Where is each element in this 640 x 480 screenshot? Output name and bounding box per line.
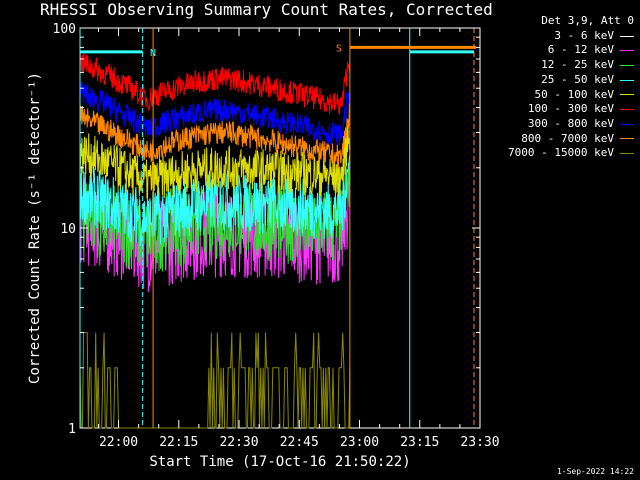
legend-swatch bbox=[620, 35, 634, 37]
legend-entry-3: 25 - 50 keV bbox=[484, 73, 634, 88]
series-line-3 bbox=[79, 155, 351, 247]
legend-swatch bbox=[620, 153, 634, 155]
legend-label: 25 - 50 keV bbox=[541, 72, 614, 86]
y-axis-title: Corrected Count Rate (s⁻¹ detector⁻¹) bbox=[27, 72, 43, 384]
legend-header: Det 3,9, Att 0 bbox=[541, 14, 634, 27]
y-tick-label: 1 bbox=[68, 422, 76, 437]
timestamp: 1-Sep-2022 14:22 bbox=[556, 467, 634, 476]
legend-label: 12 - 25 keV bbox=[541, 58, 614, 72]
legend-entry-4: 50 - 100 keV bbox=[484, 88, 634, 103]
series-line-7 bbox=[79, 103, 351, 169]
legend-swatch bbox=[620, 123, 634, 125]
legend-swatch bbox=[620, 79, 634, 81]
x-tick-label: 22:45 bbox=[280, 435, 319, 450]
legend-label: 100 - 300 keV bbox=[527, 102, 614, 116]
x-tick-label: 22:00 bbox=[99, 435, 138, 450]
chart-title: RHESSI Observing Summary Count Rates, Co… bbox=[40, 0, 493, 19]
legend-entry-8: 7000 - 15000 keV bbox=[484, 146, 634, 161]
x-axis-title: Start Time (17-Oct-16 21:50:22) bbox=[149, 454, 411, 470]
x-tick-label: 22:30 bbox=[219, 435, 258, 450]
annotation-S: S bbox=[336, 43, 342, 54]
legend-entry-2: 12 - 25 keV bbox=[484, 58, 634, 73]
legend-label: 3 - 6 keV bbox=[554, 28, 614, 42]
x-tick-label: 23:30 bbox=[460, 435, 499, 450]
legend-entry-0: 3 - 6 keV bbox=[484, 29, 634, 44]
legend-label: 300 - 800 keV bbox=[527, 116, 614, 130]
legend-label: 800 - 7000 keV bbox=[521, 131, 614, 145]
legend-swatch bbox=[620, 94, 634, 96]
legend-entry-1: 6 - 12 keV bbox=[484, 43, 634, 58]
legend: Det 3,9, Att 0 3 - 6 keV 6 - 12 keV 12 - 2… bbox=[484, 14, 634, 161]
series-line-8 bbox=[79, 332, 351, 429]
legend-label: 7000 - 15000 keV bbox=[508, 146, 614, 160]
legend-entry-5: 100 - 300 keV bbox=[484, 102, 634, 117]
y-tick-label: 100 bbox=[53, 22, 76, 37]
legend-entry-7: 800 - 7000 keV bbox=[484, 132, 634, 147]
series-line-6 bbox=[79, 81, 351, 148]
y-tick-label: 10 bbox=[60, 222, 76, 237]
series-line-4 bbox=[79, 121, 351, 202]
legend-swatch bbox=[620, 50, 634, 52]
annotation-N: N bbox=[150, 48, 156, 59]
legend-entry-6: 300 - 800 keV bbox=[484, 117, 634, 132]
x-tick-label: 23:00 bbox=[340, 435, 379, 450]
legend-label: 50 - 100 keV bbox=[534, 87, 614, 101]
legend-swatch bbox=[620, 64, 634, 66]
legend-swatch bbox=[620, 109, 634, 111]
x-tick-label: 23:15 bbox=[400, 435, 439, 450]
legend-swatch bbox=[620, 138, 634, 140]
series-line-5 bbox=[79, 51, 351, 115]
x-tick-label: 22:15 bbox=[159, 435, 198, 450]
legend-label: 6 - 12 keV bbox=[547, 43, 614, 57]
